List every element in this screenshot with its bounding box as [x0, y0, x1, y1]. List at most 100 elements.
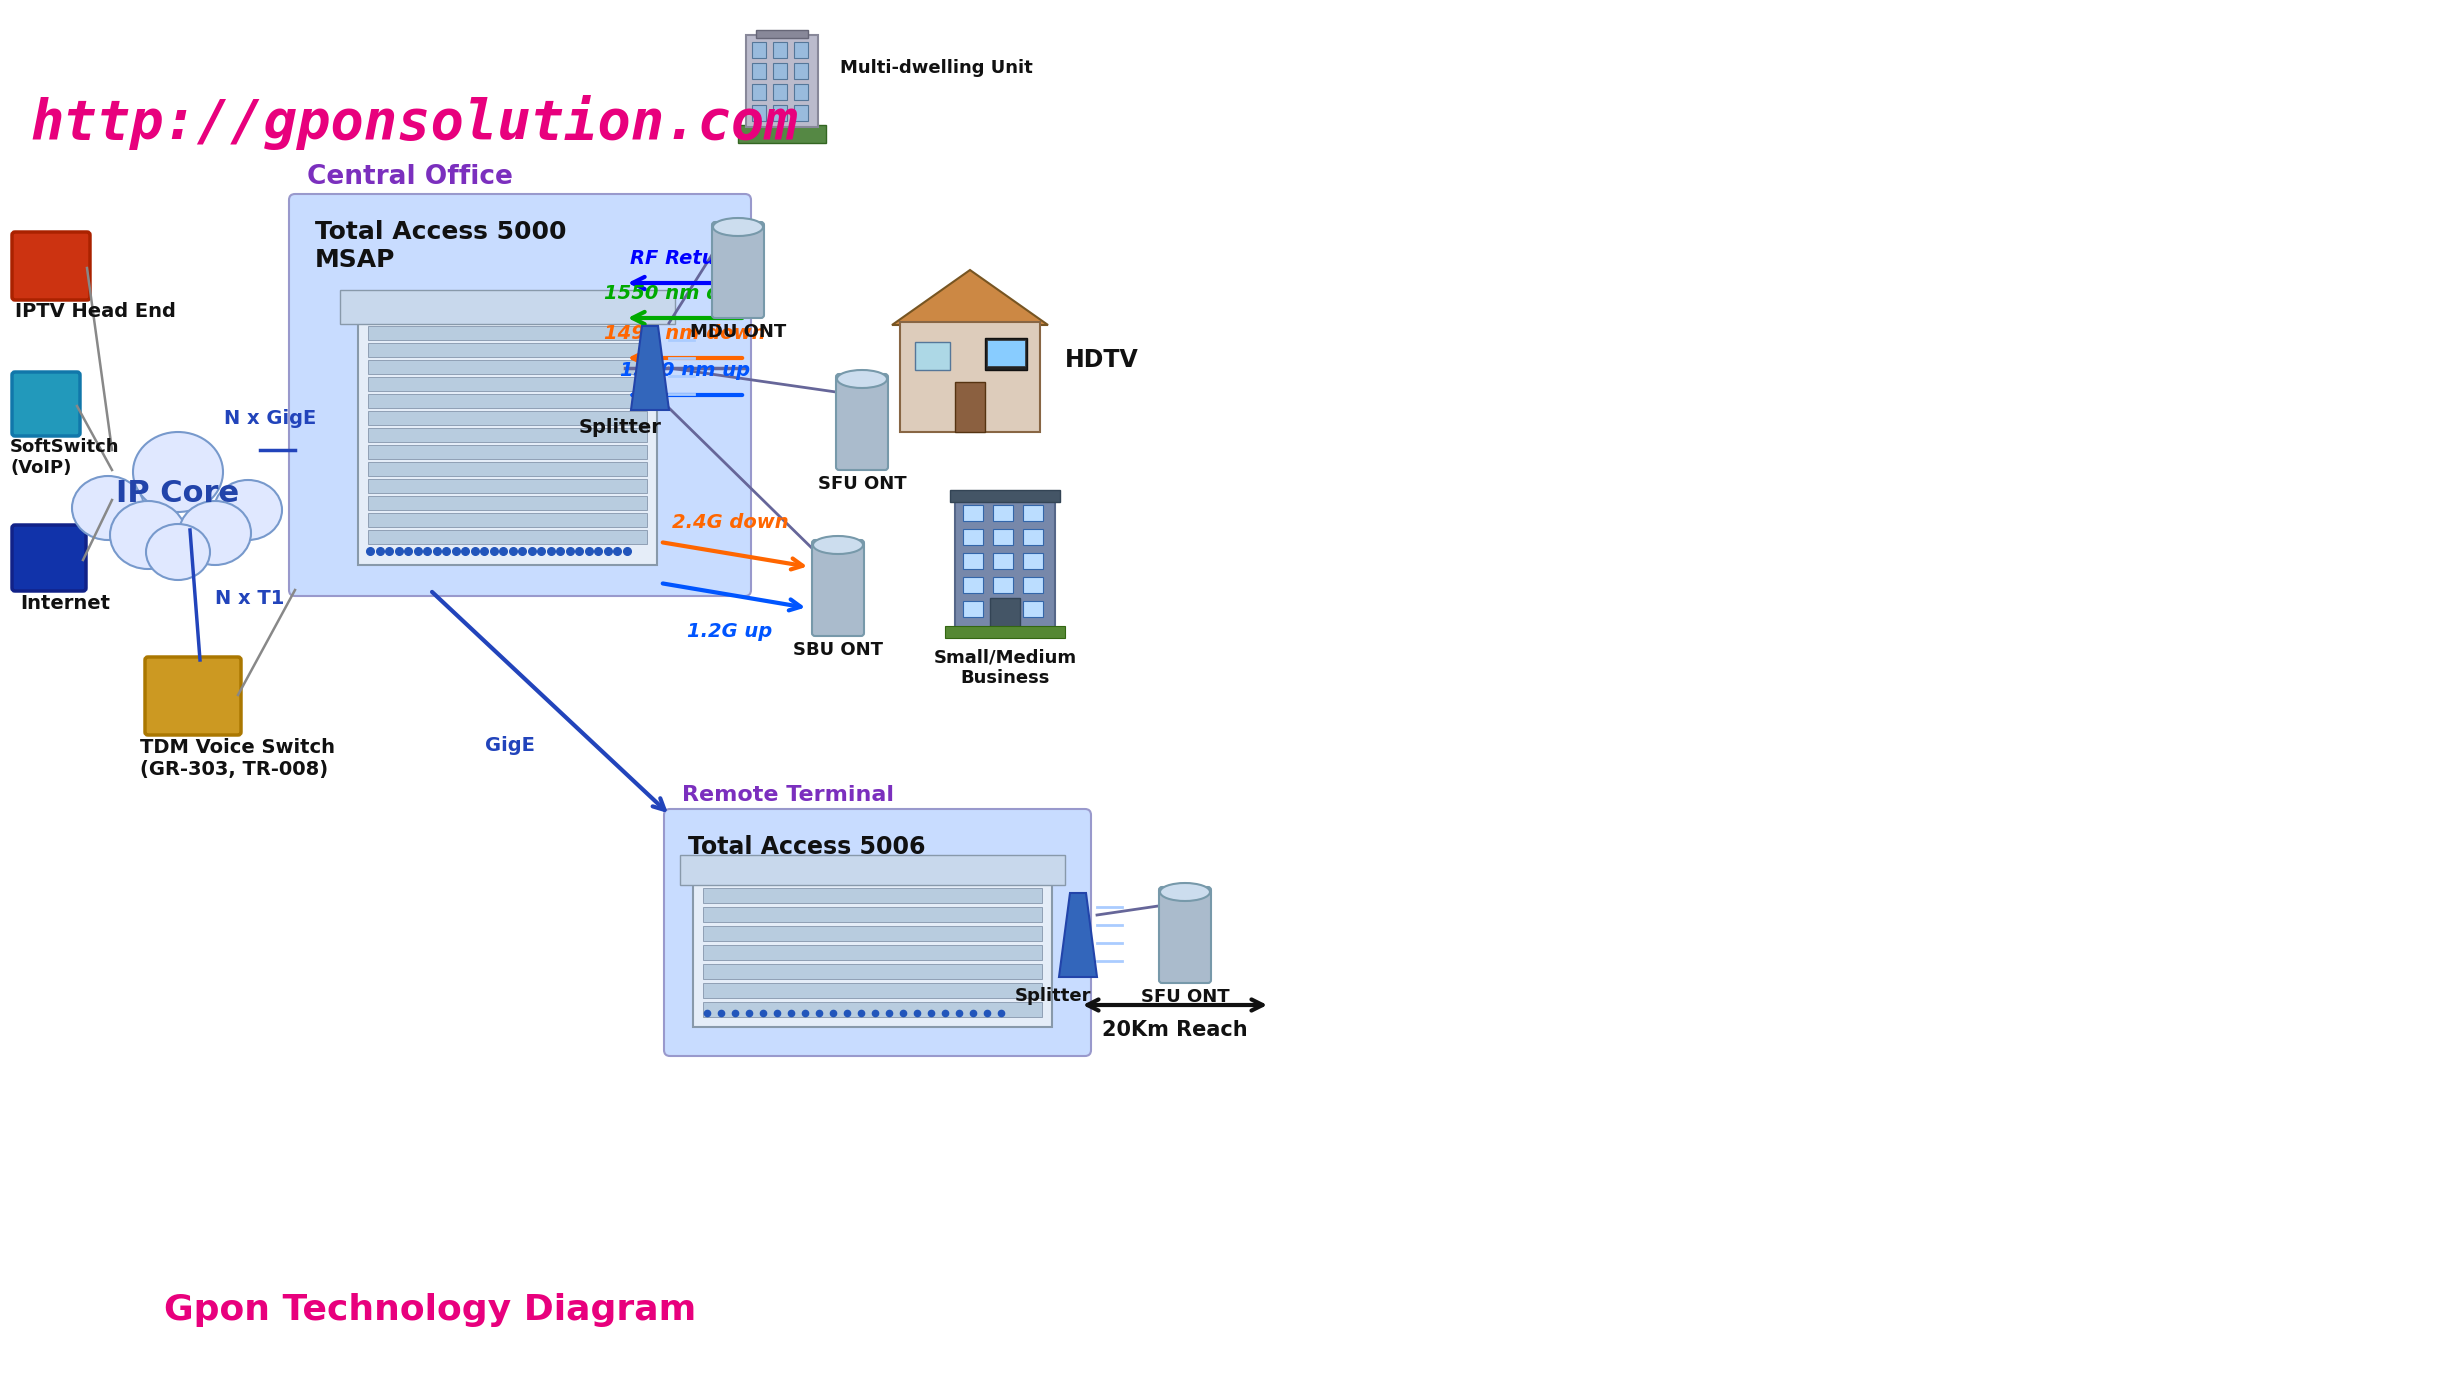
Bar [1022, 504, 1044, 521]
Bar [951, 491, 1059, 502]
Bar [752, 105, 767, 122]
FancyBboxPatch shape [713, 223, 764, 318]
Text: 20Km Reach: 20Km Reach [1103, 1020, 1248, 1041]
Bar [703, 965, 1042, 978]
Bar [899, 322, 1039, 433]
Bar [963, 601, 983, 616]
Text: SFU ONT: SFU ONT [818, 475, 907, 493]
Text: Total Access 5006: Total Access 5006 [688, 835, 926, 860]
Bar [993, 553, 1012, 569]
Bar [774, 105, 786, 122]
Bar [914, 341, 951, 370]
Text: N x GigE: N x GigE [224, 409, 317, 428]
Ellipse shape [214, 480, 283, 540]
Bar [752, 41, 767, 58]
Text: IP Core: IP Core [115, 478, 241, 507]
Ellipse shape [713, 218, 764, 236]
Polygon shape [892, 269, 1049, 325]
Bar [774, 64, 786, 79]
Bar [369, 377, 646, 391]
Bar [369, 531, 646, 545]
FancyBboxPatch shape [145, 656, 241, 735]
Bar [956, 498, 1054, 627]
Bar [990, 598, 1020, 627]
Text: http://gponsolution.com: http://gponsolution.com [29, 95, 799, 151]
Ellipse shape [813, 536, 862, 554]
Bar [369, 410, 646, 426]
Bar [985, 339, 1027, 370]
Ellipse shape [133, 433, 224, 511]
Ellipse shape [179, 502, 251, 565]
Text: N x T1: N x T1 [216, 589, 285, 608]
Bar [988, 340, 1025, 366]
Polygon shape [1059, 893, 1096, 977]
Ellipse shape [71, 475, 145, 540]
Bar [369, 496, 646, 510]
Ellipse shape [1160, 883, 1209, 901]
Bar [1022, 578, 1044, 593]
FancyBboxPatch shape [663, 808, 1091, 1056]
Bar [369, 359, 646, 375]
Bar [1022, 529, 1044, 545]
FancyBboxPatch shape [811, 540, 865, 636]
Text: Small/Medium
Business: Small/Medium Business [934, 648, 1076, 687]
Text: Remote Terminal: Remote Terminal [683, 785, 894, 804]
Text: TDM Voice Switch
(GR-303, TR-008): TDM Voice Switch (GR-303, TR-008) [140, 738, 334, 779]
FancyBboxPatch shape [835, 375, 887, 470]
Ellipse shape [145, 524, 209, 580]
Bar [369, 445, 646, 459]
Text: Internet: Internet [20, 594, 111, 614]
Bar [369, 343, 646, 357]
Bar [703, 945, 1042, 960]
FancyBboxPatch shape [693, 878, 1052, 1027]
Text: Central Office: Central Office [307, 164, 514, 189]
Text: 2.4G down: 2.4G down [671, 513, 789, 532]
Bar [737, 124, 826, 142]
Bar [794, 105, 808, 122]
Bar [369, 513, 646, 527]
Text: SBU ONT: SBU ONT [794, 641, 882, 659]
Bar [774, 41, 786, 58]
Bar [794, 64, 808, 79]
Text: GigE: GigE [484, 735, 536, 755]
Text: SoftSwitch
(VoIP): SoftSwitch (VoIP) [10, 438, 120, 477]
Text: SFU ONT: SFU ONT [1140, 988, 1228, 1006]
Polygon shape [631, 326, 668, 410]
Text: IPTV Head End: IPTV Head End [15, 303, 177, 321]
Bar [757, 30, 808, 37]
Text: Gpon Technology Diagram: Gpon Technology Diagram [165, 1294, 695, 1327]
Bar [1022, 601, 1044, 616]
Text: HDTV: HDTV [1064, 348, 1138, 372]
FancyBboxPatch shape [12, 232, 91, 300]
Text: RF Return: RF Return [631, 249, 740, 268]
Text: 1490 nm down: 1490 nm down [604, 323, 767, 343]
Bar [963, 529, 983, 545]
Text: Splitter: Splitter [1015, 987, 1091, 1005]
Bar [703, 926, 1042, 941]
Bar [703, 1002, 1042, 1017]
Bar [993, 504, 1012, 521]
FancyBboxPatch shape [1160, 887, 1211, 983]
Bar [956, 381, 985, 433]
Text: 1550 nm down: 1550 nm down [604, 283, 767, 303]
Bar [369, 326, 646, 340]
Text: Splitter: Splitter [577, 417, 661, 437]
Bar [369, 428, 646, 442]
Bar [369, 462, 646, 475]
Text: MDU ONT: MDU ONT [690, 323, 786, 341]
FancyBboxPatch shape [339, 290, 676, 323]
Bar [993, 601, 1012, 616]
Bar [963, 504, 983, 521]
FancyBboxPatch shape [290, 193, 752, 596]
Bar [703, 907, 1042, 922]
Bar [747, 35, 818, 127]
Bar [752, 84, 767, 100]
Bar [993, 578, 1012, 593]
Text: 1.2G up: 1.2G up [688, 622, 771, 641]
FancyBboxPatch shape [12, 525, 86, 591]
Bar [946, 626, 1064, 638]
Bar [369, 480, 646, 493]
Text: Multi-dwelling Unit: Multi-dwelling Unit [840, 59, 1032, 77]
Ellipse shape [838, 370, 887, 388]
Bar [963, 578, 983, 593]
